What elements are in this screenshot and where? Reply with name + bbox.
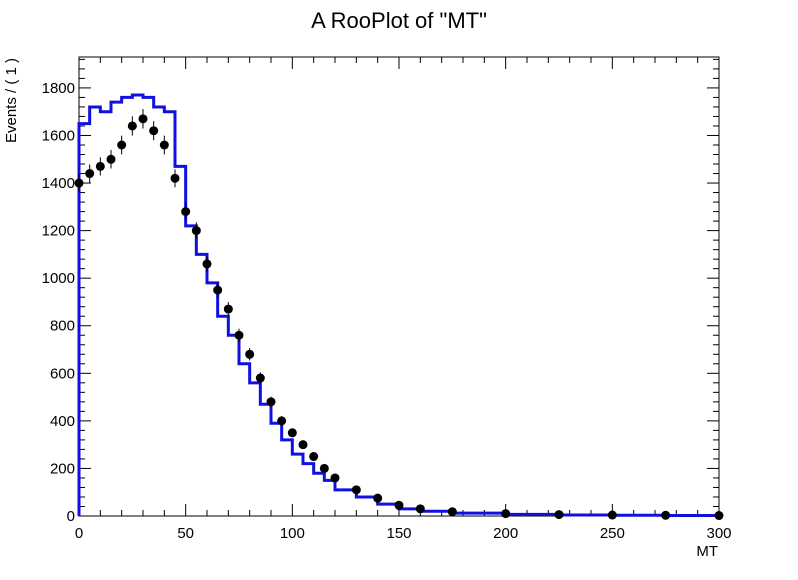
data-point (266, 397, 276, 407)
data-point (415, 504, 425, 514)
y-tick-label: 600 (50, 365, 75, 382)
y-tick-label: 1800 (42, 80, 75, 97)
model-step-line (77, 93, 721, 518)
y-tick-label: 0 (67, 508, 75, 525)
data-point (74, 178, 84, 188)
x-axis-label: MT (696, 543, 718, 560)
data-point (277, 416, 287, 426)
data-point (234, 330, 244, 340)
y-tick-label: 200 (50, 460, 75, 477)
x-tick-label: 50 (177, 525, 194, 542)
data-point (319, 463, 329, 473)
x-tick-label: 0 (75, 525, 83, 542)
data-point (127, 121, 137, 131)
data-point (298, 440, 308, 450)
y-tick-label: 1600 (42, 127, 75, 144)
y-axis-label: Events / ( 1 ) (3, 58, 20, 143)
data-point (85, 169, 95, 179)
data-point (245, 349, 255, 359)
data-point (330, 473, 340, 483)
data-point (223, 304, 233, 314)
x-tick-label: 200 (493, 525, 518, 542)
data-point (351, 485, 361, 495)
x-tick-label: 100 (280, 525, 305, 542)
y-tick-label: 1400 (42, 175, 75, 192)
y-tick-label: 1200 (42, 223, 75, 240)
axis-ticks: 0 50 100 150 200 250 300 0 200 400 600 800 1000 1200 1… (42, 57, 732, 542)
x-tick-label: 150 (386, 525, 411, 542)
data-point (191, 226, 201, 236)
y-tick-label: 400 (50, 413, 75, 430)
data-point (501, 509, 511, 519)
data-point (255, 373, 265, 383)
data-point (170, 173, 180, 183)
y-tick-label: 1000 (42, 270, 75, 287)
data-point (607, 510, 617, 520)
data-point (95, 161, 105, 171)
data-point (373, 493, 383, 503)
data-point (287, 428, 297, 438)
data-point (181, 207, 191, 217)
data-point (661, 510, 671, 520)
data-point (106, 154, 116, 164)
data-point (213, 285, 223, 295)
data-point (138, 114, 148, 124)
data-point (309, 452, 319, 462)
data-marks (74, 93, 724, 521)
data-point (159, 140, 169, 150)
data-point (714, 511, 724, 521)
chart-title: A RooPlot of "MT" (311, 8, 487, 33)
data-point (447, 507, 457, 517)
data-point (554, 510, 564, 520)
data-point (394, 500, 404, 510)
x-tick-label: 250 (600, 525, 625, 542)
data-point (149, 126, 159, 136)
data-point (117, 140, 127, 150)
data-point (202, 259, 212, 269)
y-tick-label: 800 (50, 318, 75, 335)
x-tick-label: 300 (706, 525, 731, 542)
